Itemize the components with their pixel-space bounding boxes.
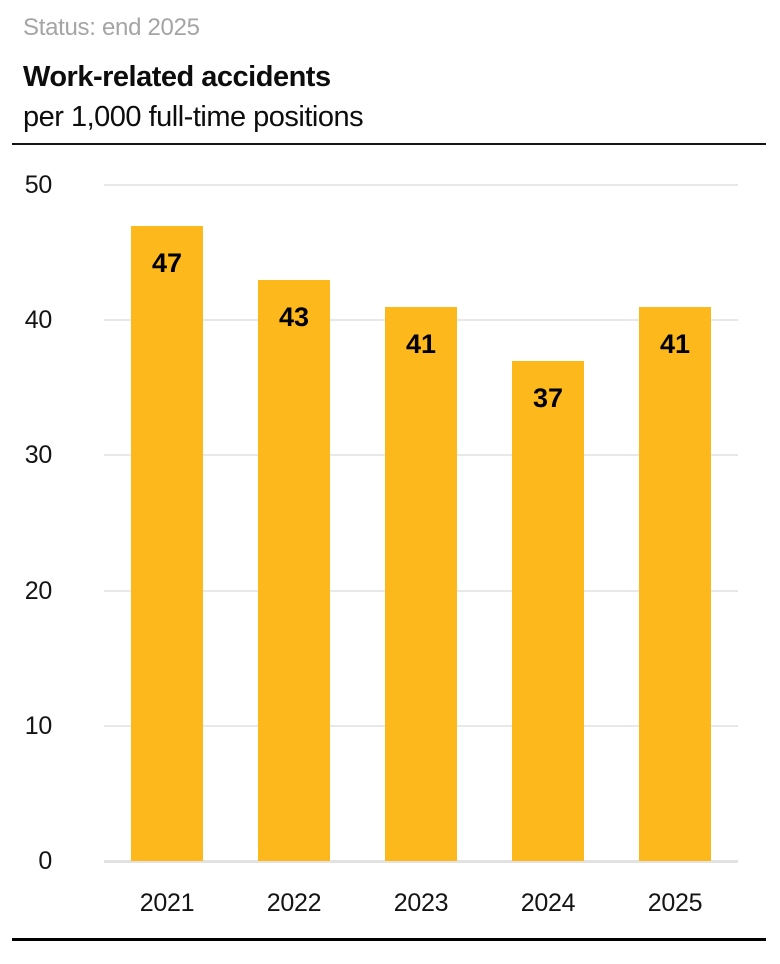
chart-title: Work-related accidents: [23, 61, 331, 93]
bar-value-2024: 37: [532, 383, 564, 413]
bottom-divider: [12, 938, 766, 941]
x-axis-label-2025: 2025: [647, 889, 703, 917]
y-axis-label-50: 50: [24, 171, 53, 199]
bar-value-2023: 41: [405, 329, 437, 359]
bar-value-2025: 41: [659, 329, 691, 359]
top-divider: [12, 143, 766, 145]
y-axis-label-10: 10: [24, 712, 53, 740]
y-axis-label-20: 20: [24, 577, 53, 605]
bar-value-2021: 47: [151, 248, 183, 278]
bar-2022: [258, 280, 330, 861]
bar-2021: [131, 226, 203, 861]
gridline-0: [104, 860, 738, 863]
x-axis-label-2021: 2021: [139, 889, 195, 917]
y-axis-label-30: 30: [24, 441, 53, 469]
x-axis-label-2023: 2023: [393, 889, 449, 917]
y-axis-label-40: 40: [24, 306, 53, 334]
chart-subtitle: per 1,000 full-time positions: [23, 101, 364, 133]
bar-2023: [385, 307, 457, 861]
gridline-50: [104, 184, 738, 186]
x-axis-label-2022: 2022: [266, 889, 322, 917]
status-text: Status: end 2025: [23, 14, 200, 41]
bar-2024: [512, 361, 584, 861]
x-axis-label-2024: 2024: [520, 889, 576, 917]
y-axis-label-0: 0: [38, 847, 52, 875]
bar-2025: [639, 307, 711, 861]
bar-value-2022: 43: [278, 302, 310, 332]
